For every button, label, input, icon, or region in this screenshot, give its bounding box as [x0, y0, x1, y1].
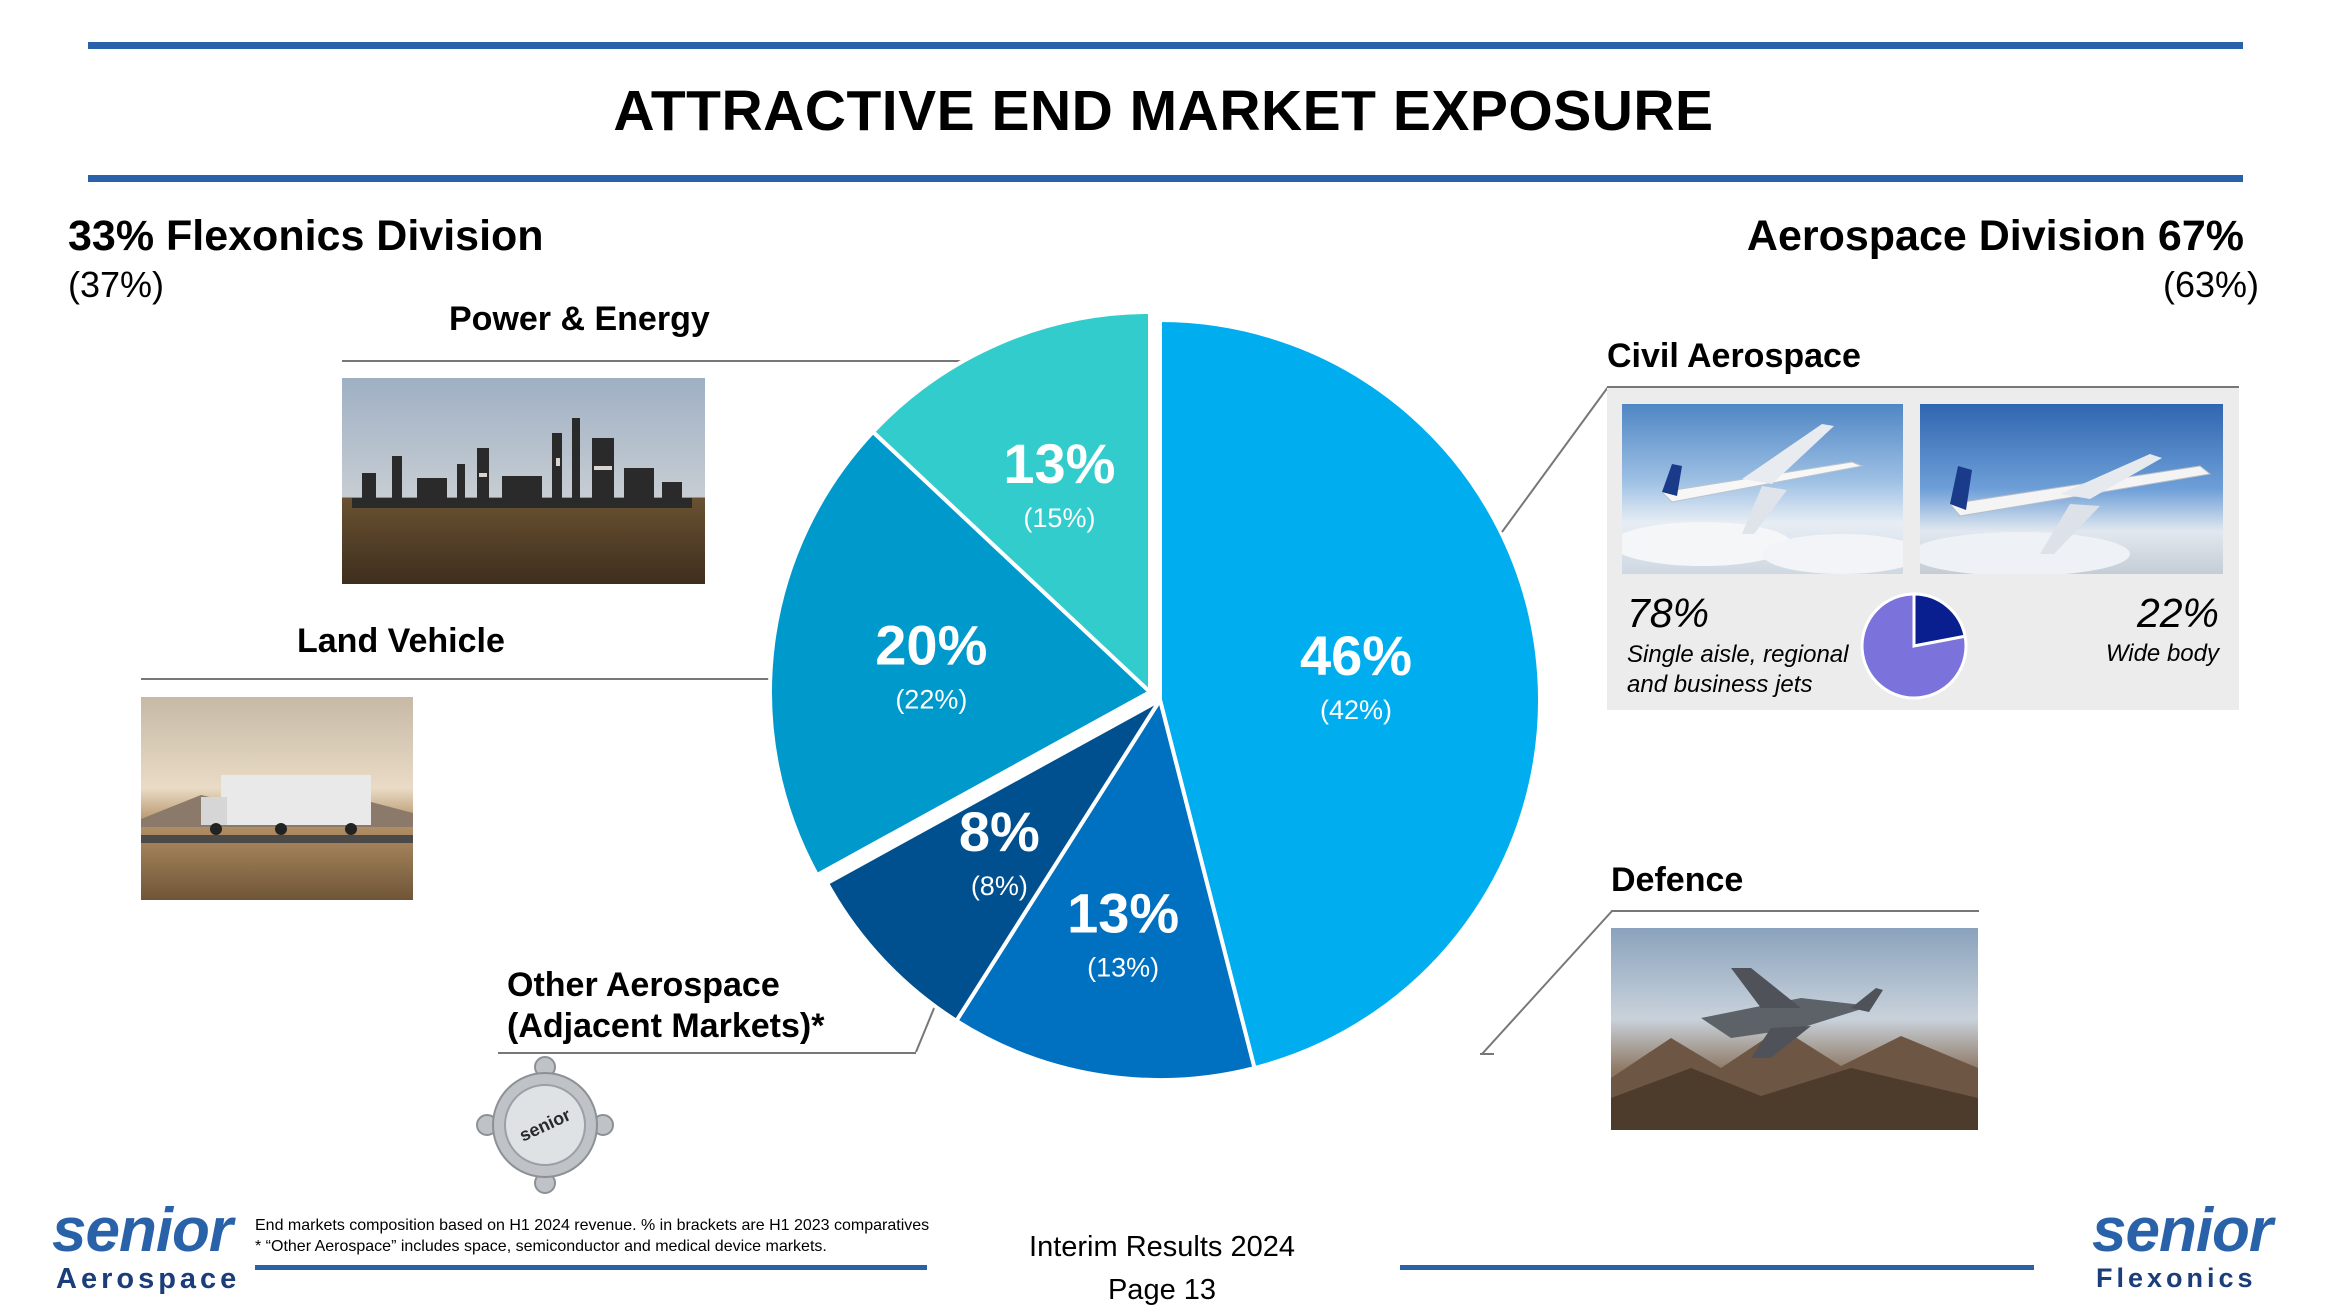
civil-aerospace-leader — [1607, 386, 2239, 388]
senior-flexonics-logo-word: senior — [2092, 1196, 2273, 1265]
fighter-jet-image — [1611, 928, 1978, 1130]
civil-aerospace-leader-diagonal — [1501, 386, 1609, 533]
truck-image — [141, 697, 413, 900]
refinery-image — [342, 378, 705, 584]
power-energy-label: Power & Energy — [449, 300, 710, 338]
power-energy-leader — [342, 360, 982, 362]
footer-report-title: Interim Results 2024 — [1029, 1231, 1295, 1263]
pie-label-defence: 13% — [1067, 882, 1179, 945]
land-vehicle-leader — [141, 678, 791, 680]
defence-leader-diagonal — [1480, 910, 1613, 1055]
senior-flexonics-logo-sub: Flexonics — [2096, 1263, 2257, 1293]
mini-pie-slice-single-aisle-regional-and-business-jets — [1860, 592, 1968, 700]
wide-body-pct: 22% — [2136, 590, 2219, 636]
pie-slice-land-vehicle — [768, 429, 1154, 878]
narrow-body-desc-line2: and business jets — [1627, 671, 1813, 698]
defence-leader — [1611, 910, 1979, 912]
footer-rule-left — [255, 1265, 927, 1270]
footer-rule-right — [1400, 1265, 2034, 1270]
top-rule — [88, 42, 2243, 49]
other-aerospace-line1: Other Aerospace — [507, 966, 780, 1004]
flexonics-heading: 33% Flexonics Division — [68, 212, 544, 260]
pie-label-power-energy: 13% — [1003, 432, 1115, 495]
pie-prior-label-power-energy: (15%) — [1023, 503, 1095, 533]
other-aerospace-leader — [498, 1052, 916, 1054]
flexonics-prior: (37%) — [68, 264, 165, 305]
pie-prior-label-land-vehicle: (22%) — [895, 684, 967, 714]
single-aisle-aircraft-image — [1622, 404, 1903, 574]
footnote-line2: * “Other Aerospace” includes space, semi… — [255, 1238, 827, 1255]
pie-prior-label-defence: (13%) — [1087, 953, 1159, 983]
other-aerospace-label: Other Aerospace (Adjacent Markets)* — [507, 965, 824, 1047]
senior-aerospace-logo-word: senior — [52, 1196, 233, 1265]
pie-slice-power-energy — [870, 309, 1152, 697]
land-vehicle-label: Land Vehicle — [297, 622, 505, 660]
title-rule — [88, 175, 2243, 182]
narrow-body-pct: 78% — [1627, 590, 1710, 636]
pie-label-land-vehicle: 20% — [875, 613, 987, 676]
pie-prior-label-civil-aerospace: (42%) — [1320, 695, 1392, 725]
pie-label-civil-aerospace: 46% — [1300, 624, 1412, 687]
sensor-image: senior — [475, 1055, 615, 1195]
wide-body-desc: Wide body — [2105, 640, 2219, 667]
pie-slice-defence — [953, 695, 1257, 1082]
narrow-body-desc: Single aisle, regional and business jets — [1627, 640, 1848, 700]
page-title: ATTRACTIVE END MARKET EXPOSURE — [613, 79, 1714, 143]
pie-prior-label-other-aerospace-adjacent-markets: (8%) — [971, 871, 1028, 901]
narrow-body-desc-line1: Single aisle, regional — [1627, 641, 1849, 668]
end-market-pie: 46% (42%) 13% (13%) 8% (8%) 20% (22%) 13% (15%) — [768, 309, 1543, 1082]
pie-label-other-aerospace-adjacent-markets: 8% — [959, 800, 1040, 863]
footnote-line1: End markets composition based on H1 2024… — [255, 1217, 930, 1234]
aerospace-heading: Aerospace Division 67% — [1746, 212, 2244, 260]
civil-aerospace-label: Civil Aerospace — [1607, 337, 1861, 375]
senior-aerospace-logo-sub: Aerospace — [56, 1263, 241, 1295]
defence-label: Defence — [1611, 861, 1744, 899]
pie-slice-civil-aerospace — [1158, 317, 1543, 1071]
wide-body-aircraft-image — [1920, 404, 2223, 574]
footer-page-number: Page 13 — [1107, 1274, 1217, 1306]
footnote: End markets composition based on H1 2024… — [255, 1215, 929, 1257]
mini-pie-slice-wide-body — [1912, 592, 1967, 648]
other-aerospace-line2: (Adjacent Markets)* — [507, 1007, 825, 1045]
aerospace-prior: (63%) — [2162, 264, 2259, 305]
civil-split-pie — [1860, 592, 1968, 700]
pie-slice-other-aerospace-adjacent-markets — [824, 698, 1162, 1024]
